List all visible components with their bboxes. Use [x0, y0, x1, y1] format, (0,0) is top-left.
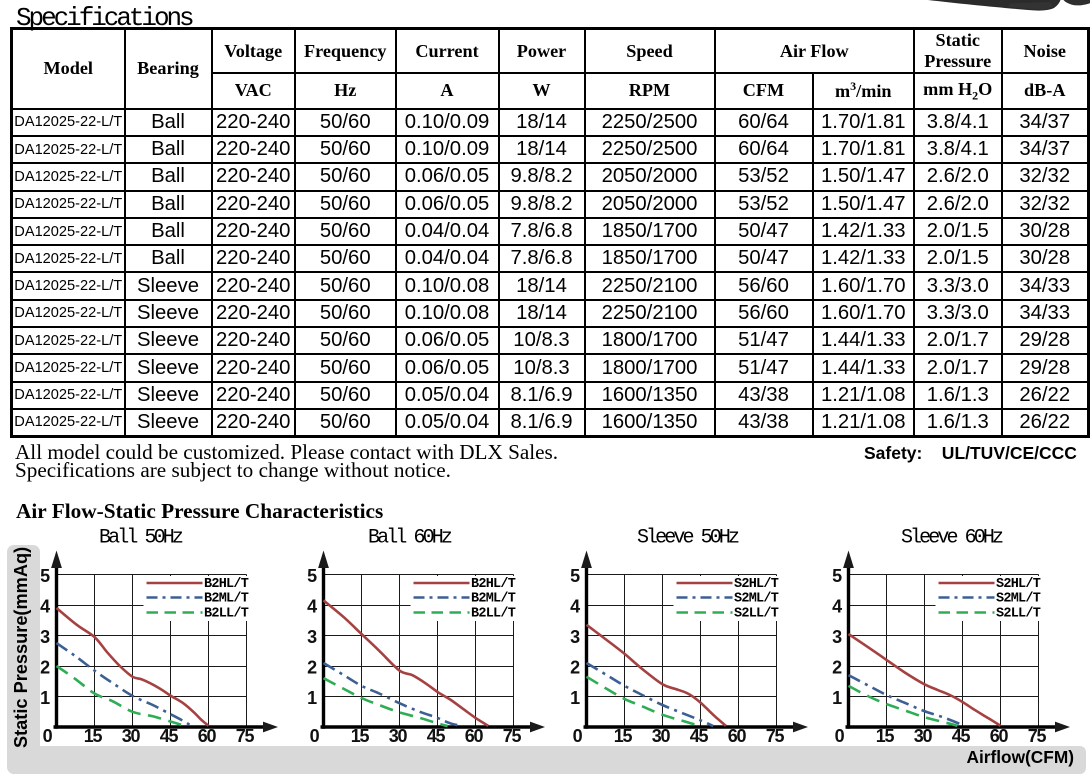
svg-text:15: 15	[876, 726, 895, 746]
svg-text:30: 30	[914, 726, 933, 746]
svg-text:S2ML/T: S2ML/T	[734, 592, 779, 607]
svg-text:45: 45	[690, 726, 709, 746]
svg-text:0: 0	[835, 726, 845, 746]
svg-text:S2HL/T: S2HL/T	[734, 577, 779, 592]
svg-text:2: 2	[307, 658, 317, 678]
svg-text:0: 0	[43, 726, 53, 746]
svg-text:B2HL/T: B2HL/T	[471, 577, 516, 592]
svg-text:Sleeve 60Hz: Sleeve 60Hz	[901, 527, 1003, 550]
svg-text:S2LL/T: S2LL/T	[996, 607, 1041, 622]
svg-text:B2LL/T: B2LL/T	[204, 607, 249, 622]
svg-text:3: 3	[832, 627, 842, 647]
svg-text:5: 5	[832, 566, 842, 586]
svg-text:4: 4	[40, 597, 50, 617]
svg-text:3: 3	[307, 627, 317, 647]
svg-text:Ball 60Hz: Ball 60Hz	[368, 527, 452, 550]
svg-text:2: 2	[40, 658, 50, 678]
svg-text:30: 30	[389, 726, 408, 746]
svg-text:1: 1	[307, 688, 317, 708]
svg-text:4: 4	[307, 597, 317, 617]
svg-text:Sleeve 50Hz: Sleeve 50Hz	[637, 527, 739, 550]
svg-text:1: 1	[832, 688, 842, 708]
svg-text:1: 1	[40, 688, 50, 708]
svg-text:45: 45	[160, 726, 179, 746]
svg-text:75: 75	[766, 726, 785, 746]
svg-text:60: 60	[465, 726, 484, 746]
svg-text:2: 2	[570, 658, 580, 678]
svg-text:75: 75	[1028, 726, 1047, 746]
svg-text:60: 60	[728, 726, 747, 746]
svg-text:S2LL/T: S2LL/T	[734, 607, 779, 622]
svg-text:5: 5	[40, 566, 50, 586]
svg-text:45: 45	[952, 726, 971, 746]
svg-text:4: 4	[832, 597, 842, 617]
svg-text:75: 75	[503, 726, 522, 746]
svg-text:30: 30	[122, 726, 141, 746]
svg-text:0: 0	[310, 726, 320, 746]
svg-text:2: 2	[832, 658, 842, 678]
svg-text:B2HL/T: B2HL/T	[204, 577, 249, 592]
svg-text:45: 45	[427, 726, 446, 746]
svg-text:15: 15	[351, 726, 370, 746]
svg-text:B2ML/T: B2ML/T	[204, 592, 249, 607]
svg-text:3: 3	[40, 627, 50, 647]
svg-text:5: 5	[570, 566, 580, 586]
svg-text:15: 15	[84, 726, 103, 746]
svg-text:5: 5	[307, 566, 317, 586]
svg-text:60: 60	[198, 726, 217, 746]
svg-text:B2LL/T: B2LL/T	[471, 607, 516, 622]
svg-text:75: 75	[236, 726, 255, 746]
svg-text:S2ML/T: S2ML/T	[996, 592, 1041, 607]
svg-text:60: 60	[990, 726, 1009, 746]
svg-text:30: 30	[652, 726, 671, 746]
svg-text:15: 15	[614, 726, 633, 746]
svg-text:B2ML/T: B2ML/T	[471, 592, 516, 607]
svg-text:1: 1	[570, 688, 580, 708]
svg-text:0: 0	[573, 726, 583, 746]
svg-text:3: 3	[570, 627, 580, 647]
svg-text:Ball 50Hz: Ball 50Hz	[99, 527, 183, 550]
svg-text:4: 4	[570, 597, 580, 617]
svg-text:S2HL/T: S2HL/T	[996, 577, 1041, 592]
